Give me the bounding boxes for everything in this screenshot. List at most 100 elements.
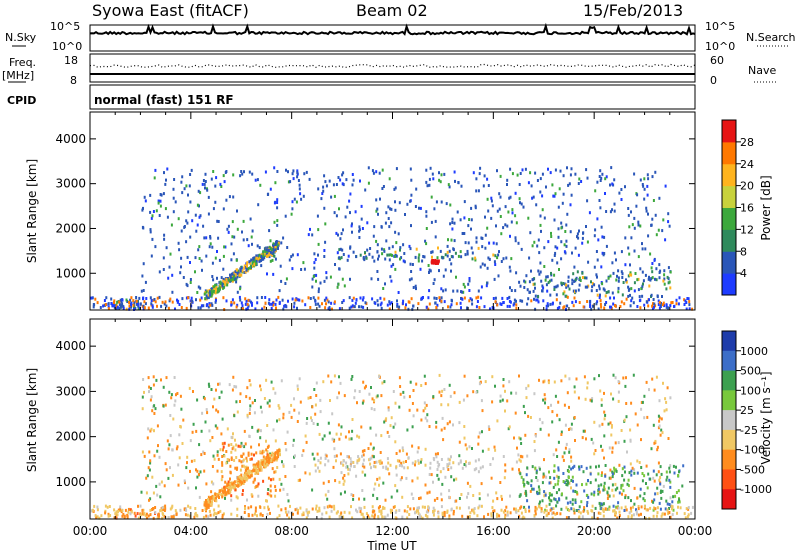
data-cell bbox=[318, 469, 321, 473]
data-cell bbox=[269, 239, 272, 243]
data-cell bbox=[641, 294, 644, 298]
data-cell bbox=[402, 243, 405, 247]
data-cell bbox=[93, 303, 96, 307]
data-cell bbox=[653, 479, 656, 483]
data-cell bbox=[518, 374, 520, 378]
data-cell bbox=[480, 399, 483, 403]
data-cell bbox=[577, 182, 580, 185]
data-cell bbox=[113, 301, 115, 305]
data-cell bbox=[358, 435, 361, 439]
data-cell bbox=[530, 184, 533, 188]
data-cell bbox=[436, 303, 439, 307]
data-cell bbox=[336, 251, 339, 255]
data-cell bbox=[565, 294, 568, 298]
data-cell bbox=[302, 511, 305, 515]
data-cell bbox=[328, 307, 331, 311]
data-cell bbox=[450, 269, 452, 273]
data-cell bbox=[532, 195, 535, 199]
data-cell bbox=[635, 512, 638, 516]
data-cell bbox=[212, 497, 215, 500]
data-cell bbox=[270, 458, 273, 462]
data-cell bbox=[238, 295, 241, 299]
y-tick-label: 2000 bbox=[55, 221, 86, 235]
data-cell bbox=[475, 177, 478, 181]
data-cell bbox=[526, 480, 529, 484]
data-cell bbox=[253, 465, 256, 469]
data-cell bbox=[538, 467, 541, 471]
data-cell bbox=[189, 173, 192, 176]
data-cell bbox=[273, 244, 275, 248]
data-cell bbox=[543, 510, 546, 514]
data-cell bbox=[325, 276, 328, 280]
data-cell bbox=[595, 273, 598, 277]
data-cell bbox=[629, 273, 631, 277]
data-cell bbox=[207, 500, 210, 504]
data-cell bbox=[670, 301, 673, 305]
data-cell bbox=[598, 199, 601, 202]
data-cell bbox=[267, 192, 270, 196]
data-cell bbox=[276, 466, 279, 469]
data-cell bbox=[225, 299, 228, 303]
data-cell bbox=[435, 455, 438, 459]
data-cell bbox=[308, 510, 311, 514]
data-cell bbox=[551, 183, 554, 187]
data-cell bbox=[629, 263, 631, 267]
data-cell bbox=[290, 403, 293, 407]
data-cell bbox=[684, 299, 687, 303]
data-cell bbox=[215, 496, 217, 500]
data-cell bbox=[268, 245, 271, 249]
data-cell bbox=[425, 305, 428, 309]
data-cell bbox=[255, 485, 258, 488]
data-cell bbox=[653, 258, 656, 262]
data-cell bbox=[226, 458, 229, 461]
data-cell bbox=[297, 179, 300, 182]
data-cell bbox=[229, 464, 232, 468]
data-cell bbox=[115, 304, 118, 308]
data-cell bbox=[602, 514, 605, 518]
data-cell bbox=[219, 509, 222, 513]
data-cell bbox=[153, 298, 156, 301]
data-cell bbox=[656, 448, 659, 452]
data-cell bbox=[169, 252, 172, 256]
data-cell bbox=[352, 296, 355, 300]
data-cell bbox=[630, 273, 633, 277]
data-cell bbox=[383, 297, 386, 301]
data-cell bbox=[560, 281, 563, 285]
data-cell bbox=[603, 481, 606, 485]
data-cell bbox=[347, 472, 350, 476]
data-cell bbox=[660, 514, 663, 518]
data-cell bbox=[653, 302, 656, 306]
data-cell bbox=[394, 401, 397, 405]
data-cell bbox=[480, 285, 483, 289]
data-cell bbox=[243, 480, 246, 483]
data-cell bbox=[355, 298, 358, 302]
data-cell bbox=[613, 509, 616, 513]
x-tick-label: 00:00 bbox=[73, 524, 108, 538]
data-cell bbox=[557, 400, 560, 404]
data-cell bbox=[291, 297, 294, 301]
data-cell bbox=[411, 307, 414, 311]
data-cell bbox=[350, 224, 353, 228]
data-cell bbox=[424, 513, 427, 517]
data-cell bbox=[609, 305, 611, 309]
data-cell bbox=[461, 514, 464, 518]
data-cell bbox=[496, 419, 499, 423]
data-cell bbox=[380, 434, 383, 438]
data-cell bbox=[239, 298, 242, 302]
data-cell bbox=[257, 203, 260, 207]
data-cell bbox=[447, 305, 449, 309]
data-cell bbox=[234, 273, 237, 277]
data-cell bbox=[233, 480, 236, 484]
data-cell bbox=[574, 498, 577, 502]
data-cell bbox=[313, 261, 316, 265]
data-cell bbox=[608, 494, 611, 498]
data-cell bbox=[241, 492, 244, 496]
data-cell bbox=[505, 256, 508, 260]
data-cell bbox=[137, 307, 140, 310]
data-cell bbox=[480, 482, 483, 486]
data-cell bbox=[181, 442, 184, 445]
data-cell bbox=[187, 296, 190, 300]
data-cell bbox=[290, 415, 293, 419]
data-cell bbox=[490, 196, 493, 200]
